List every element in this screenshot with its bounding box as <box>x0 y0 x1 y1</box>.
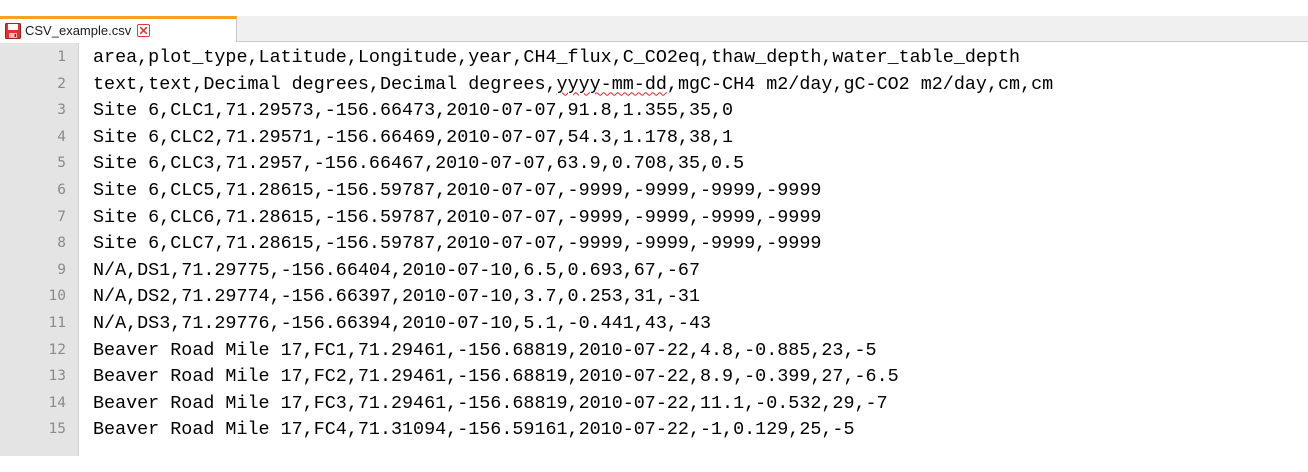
code-line: 1 area,plot_type,Latitude,Longitude,year… <box>0 45 1308 72</box>
text-lines: 1 area,plot_type,Latitude,Longitude,year… <box>0 45 1308 444</box>
line-text: N/A,DS2,71.29774,-156.66397,2010-07-10,3… <box>93 286 700 308</box>
spellcheck-flagged-text: yyyy-mm-dd <box>556 73 667 95</box>
code-line: 3 Site 6,CLC1,71.29573,-156.66473,2010-0… <box>0 98 1308 125</box>
line-number: 8 <box>57 235 66 252</box>
line-number: 14 <box>48 394 66 411</box>
line-text: Site 6,CLC1,71.29573,-156.66473,2010-07-… <box>93 100 734 122</box>
code-line: 2 text,text,Decimal degrees,Decimal degr… <box>0 72 1308 99</box>
code-line: 9 N/A,DS1,71.29775,-156.66404,2010-07-10… <box>0 258 1308 285</box>
line-number: 15 <box>48 421 66 438</box>
line-text: Site 6,CLC7,71.28615,-156.59787,2010-07-… <box>93 233 822 255</box>
close-icon[interactable] <box>137 24 151 37</box>
line-number: 2 <box>57 75 66 92</box>
tab-label: CSV_example.csv <box>25 23 132 38</box>
line-text: N/A,DS3,71.29776,-156.66394,2010-07-10,5… <box>93 312 712 334</box>
tab-csv-example[interactable]: CSV_example.csv <box>0 16 237 42</box>
code-line: 15 Beaver Road Mile 17,FC4,71.31094,-156… <box>0 417 1308 444</box>
code-line: 8 Site 6,CLC7,71.28615,-156.59787,2010-0… <box>0 231 1308 258</box>
line-number-gutter <box>0 43 79 456</box>
code-line: 10 N/A,DS2,71.29774,-156.66397,2010-07-1… <box>0 284 1308 311</box>
code-line: 14 Beaver Road Mile 17,FC3,71.29461,-156… <box>0 391 1308 418</box>
code-line: 11 N/A,DS3,71.29776,-156.66394,2010-07-1… <box>0 311 1308 338</box>
line-number: 12 <box>48 341 66 358</box>
line-text: area,plot_type,Latitude,Longitude,year,C… <box>93 47 1021 68</box>
code-line: 7 Site 6,CLC6,71.28615,-156.59787,2010-0… <box>0 205 1308 232</box>
line-number: 10 <box>48 288 66 305</box>
line-text: Site 6,CLC2,71.29571,-156.66469,2010-07-… <box>93 126 734 148</box>
line-number: 1 <box>57 49 66 65</box>
line-text: Beaver Road Mile 17,FC4,71.31094,-156.59… <box>93 419 855 441</box>
line-text: N/A,DS1,71.29775,-156.66404,2010-07-10,6… <box>93 259 700 281</box>
line-number: 6 <box>57 181 66 198</box>
code-line: 12 Beaver Road Mile 17,FC1,71.29461,-156… <box>0 338 1308 365</box>
line-number: 13 <box>48 368 66 385</box>
line-number: 7 <box>57 208 66 225</box>
line-number: 5 <box>57 155 66 172</box>
line-number: 11 <box>48 314 66 331</box>
code-line: 6 Site 6,CLC5,71.28615,-156.59787,2010-0… <box>0 178 1308 205</box>
line-text-segment: ,mgC-CH4 m2/day,gC-CO2 m2/day,cm,cm <box>666 73 1054 95</box>
text-editor: CSV_example.csv 1 area,plot_type,Latitud… <box>0 16 1308 456</box>
line-number: 4 <box>57 128 66 145</box>
line-text: Site 6,CLC5,71.28615,-156.59787,2010-07-… <box>93 179 822 201</box>
line-number: 9 <box>57 261 66 278</box>
line-text: Site 6,CLC3,71.2957,-156.66467,2010-07-0… <box>93 153 745 175</box>
line-text: Site 6,CLC6,71.28615,-156.59787,2010-07-… <box>93 206 822 228</box>
line-text: Beaver Road Mile 17,FC1,71.29461,-156.68… <box>93 339 877 361</box>
line-text: text,text,Decimal degrees,Decimal degree… <box>93 74 1053 95</box>
code-line: 13 Beaver Road Mile 17,FC2,71.29461,-156… <box>0 364 1308 391</box>
floppy-disk-icon <box>5 22 21 39</box>
code-line: 4 Site 6,CLC2,71.29571,-156.66469,2010-0… <box>0 125 1308 152</box>
code-area[interactable]: 1 area,plot_type,Latitude,Longitude,year… <box>0 43 1308 456</box>
line-text: Beaver Road Mile 17,FC3,71.29461,-156.68… <box>93 392 888 414</box>
code-line: 5 Site 6,CLC3,71.2957,-156.66467,2010-07… <box>0 151 1308 178</box>
line-text-segment: text,text,Decimal degrees,Decimal degree… <box>93 73 557 95</box>
tab-bar: CSV_example.csv <box>0 16 1308 42</box>
line-text: Beaver Road Mile 17,FC2,71.29461,-156.68… <box>93 366 899 388</box>
line-number: 3 <box>57 102 66 119</box>
